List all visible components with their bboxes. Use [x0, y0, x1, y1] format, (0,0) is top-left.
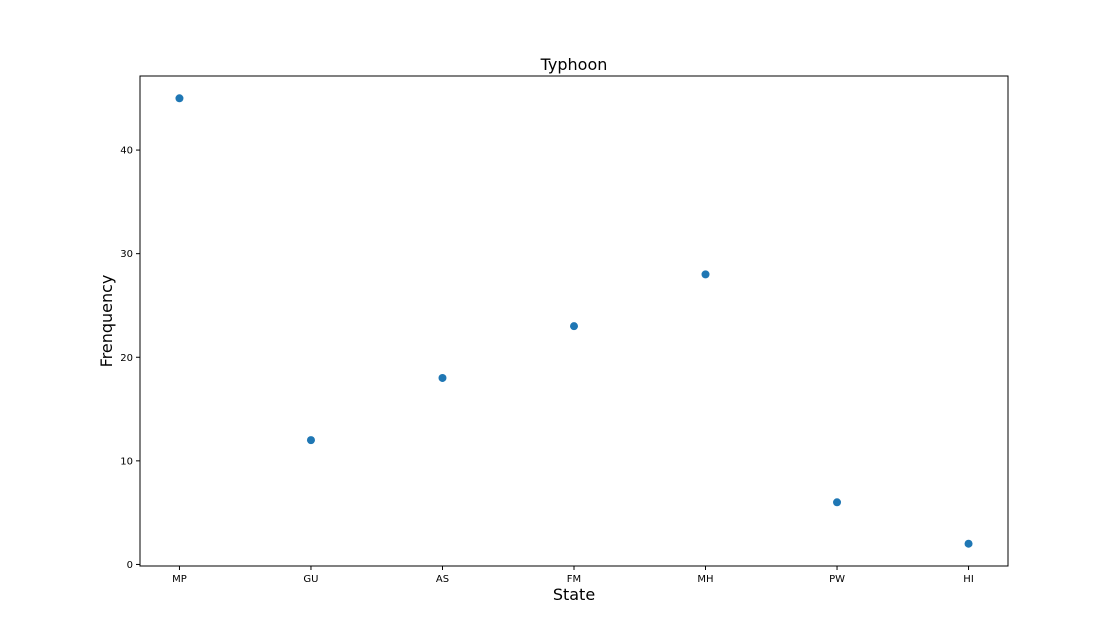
data-points — [175, 94, 973, 548]
y-axis-ticks: 0 10 20 30 40 — [120, 146, 140, 571]
x-axis-title: State — [553, 585, 595, 604]
x-tick-label: AS — [436, 574, 449, 585]
y-tick-label: 30 — [120, 249, 133, 260]
data-point-pw — [833, 498, 842, 507]
y-tick-label: 20 — [120, 353, 133, 364]
x-axis-ticks: MP GU AS FM MH PW HI — [172, 566, 974, 585]
y-tick-label: 10 — [120, 456, 133, 467]
data-point-hi — [964, 539, 973, 548]
plot-frame — [139, 75, 1009, 567]
x-tick-label: MP — [172, 574, 187, 585]
x-tick-label: GU — [303, 574, 318, 585]
x-tick-label: HI — [963, 574, 973, 585]
chart-title: Typhoon — [540, 55, 608, 74]
x-tick-label: PW — [829, 574, 845, 585]
data-point-gu — [306, 436, 315, 445]
y-tick-label: 40 — [120, 146, 133, 157]
x-tick-label: MH — [697, 574, 713, 585]
x-tick-label: FM — [567, 574, 581, 585]
data-point-mh — [701, 270, 710, 279]
data-point-as — [438, 373, 447, 382]
y-tick-label: 0 — [127, 560, 133, 571]
y-axis-title: Frenquency — [97, 275, 116, 368]
data-point-mp — [175, 94, 184, 103]
data-point-fm — [570, 322, 578, 331]
